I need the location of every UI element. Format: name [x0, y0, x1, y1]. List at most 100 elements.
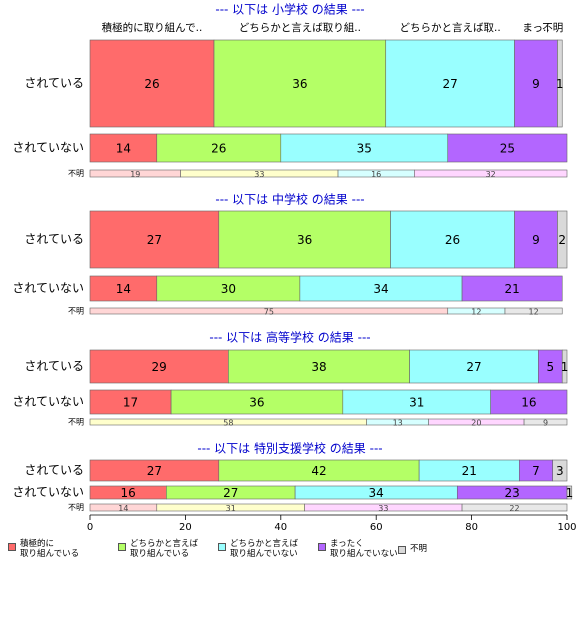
bar-segment: [228, 349, 410, 384]
value-label: 38: [311, 360, 326, 374]
column-header: どちらかと言えば取り組..: [239, 21, 361, 34]
row-label: 不明: [68, 503, 84, 512]
value-label: 26: [211, 142, 226, 156]
value-label: 3: [556, 464, 564, 478]
bar-segment: [557, 210, 568, 269]
row-label: されている: [24, 76, 84, 90]
row-label: 不明: [68, 169, 84, 178]
value-label: 23: [505, 486, 520, 500]
value-label: 16: [121, 486, 136, 500]
bar-segment: [514, 39, 558, 128]
value-label: 27: [147, 464, 162, 478]
bar-segment: [504, 307, 563, 315]
column-header: 積極的に取り組んで..: [102, 21, 203, 34]
bar-segment: [89, 39, 215, 128]
value-label: 42: [311, 464, 326, 478]
value-label: 16: [371, 170, 381, 179]
x-tick-label: 80: [465, 522, 478, 533]
bar-segment: [89, 275, 158, 302]
bar-segment: [280, 133, 449, 163]
value-label: 14: [118, 504, 128, 513]
bar-segment: [461, 275, 563, 302]
legend-label: どちらかと言えば 取り組んでいない: [230, 539, 299, 559]
legend-swatch: [398, 546, 406, 554]
bar-segment: [461, 503, 568, 512]
value-label: 2: [558, 233, 566, 247]
value-label: 36: [292, 77, 307, 91]
legend-label: どちらかと言えば 取り組んでいる: [130, 539, 199, 559]
row-label: されていない: [12, 141, 84, 155]
bar-segment: [156, 133, 282, 163]
value-label: 33: [254, 170, 264, 179]
panel-title: --- 以下は 高等学校 の結果 ---: [209, 330, 370, 345]
value-label: 26: [144, 77, 159, 91]
value-label: 1: [561, 360, 569, 374]
bar-segment: [89, 389, 172, 415]
bar-segment: [385, 39, 515, 128]
value-label: 31: [226, 504, 236, 513]
row-label: 不明: [68, 418, 84, 427]
bar-segment: [213, 39, 387, 128]
row-label: されている: [24, 463, 84, 477]
value-label: 1: [566, 486, 574, 500]
value-label: 17: [123, 396, 138, 410]
legend-swatch: [8, 543, 16, 551]
row-label: されていない: [12, 281, 84, 295]
bar-segment: [490, 389, 568, 415]
row-label: されている: [24, 232, 84, 246]
value-label: 5: [546, 360, 554, 374]
value-label: 36: [249, 396, 264, 410]
bar-segment: [89, 210, 220, 269]
value-label: 14: [116, 282, 131, 296]
value-label: 21: [505, 282, 520, 296]
bar-segment: [89, 133, 158, 163]
value-label: 58: [223, 419, 233, 428]
value-label: 22: [509, 504, 519, 513]
column-header: 不明: [542, 22, 563, 34]
bar-segment: [514, 210, 558, 269]
value-label: 33: [378, 504, 388, 513]
value-label: 14: [116, 142, 131, 156]
value-label: 20: [471, 419, 481, 428]
value-label: 12: [471, 308, 481, 317]
bar-segment: [299, 275, 463, 302]
value-label: 1: [556, 77, 564, 91]
value-label: 21: [462, 464, 477, 478]
value-label: 9: [532, 77, 540, 91]
value-label: 34: [373, 282, 388, 296]
bar-segment: [414, 169, 568, 178]
bar-segment: [566, 485, 573, 500]
bar-segment: [523, 418, 568, 426]
value-label: 32: [486, 170, 496, 179]
bar-segment: [89, 349, 229, 384]
row-label: されていない: [12, 395, 84, 409]
row-label: されていない: [12, 485, 84, 499]
panel-title: --- 以下は 特別支援学校 の結果 ---: [197, 441, 382, 456]
value-label: 9: [532, 233, 540, 247]
x-tick-label: 60: [370, 522, 383, 533]
bar-segment: [409, 349, 539, 384]
value-label: 31: [409, 396, 424, 410]
legend-label: 積極的に 取り組んでいる: [20, 539, 80, 559]
value-label: 29: [152, 360, 167, 374]
column-header: どちらかと言えば取..: [400, 21, 501, 34]
bar-segment: [561, 349, 568, 384]
value-label: 34: [369, 486, 384, 500]
value-label: 12: [529, 308, 539, 317]
bar-segment: [218, 210, 391, 269]
value-label: 35: [357, 142, 372, 156]
legend-swatch: [218, 543, 226, 551]
bar-segment: [390, 210, 515, 269]
bar-segment: [557, 39, 563, 128]
value-label: 30: [221, 282, 236, 296]
value-label: 13: [393, 419, 403, 428]
legend-swatch: [118, 543, 126, 551]
row-label: 不明: [68, 307, 84, 316]
value-label: 27: [466, 360, 481, 374]
panel-title: --- 以下は 中学校 の結果 ---: [215, 192, 364, 207]
value-label: 7: [532, 464, 540, 478]
panel-title: --- 以下は 小学校 の結果 ---: [215, 2, 364, 17]
x-tick-label: 20: [179, 522, 192, 533]
row-label: されている: [24, 359, 84, 373]
